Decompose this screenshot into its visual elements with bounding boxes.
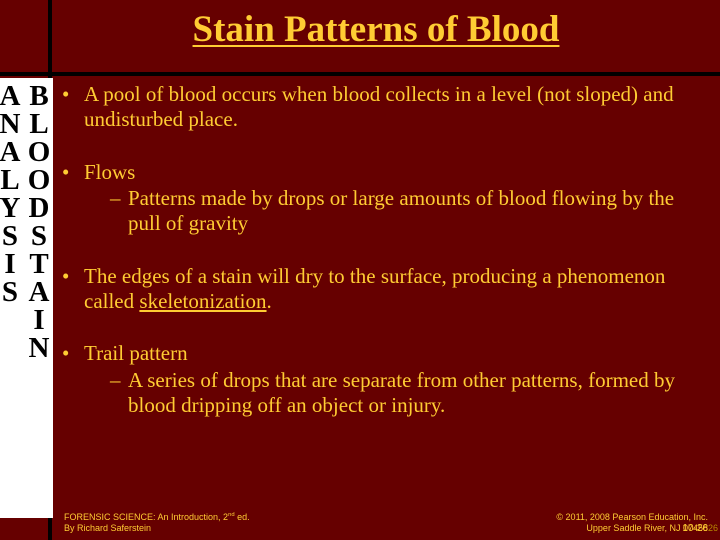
page-number: 10-2626 [682, 523, 718, 534]
bullet-item: •The edges of a stain will dry to the su… [62, 264, 692, 314]
bullet-marker: • [62, 264, 84, 314]
bullet-text: Flows [84, 160, 692, 185]
bullet-body: Trail pattern–A series of drops that are… [84, 341, 692, 417]
sub-bullet: –A series of drops that are separate fro… [110, 368, 692, 418]
title-area: Stain Patterns of Blood [52, 8, 700, 72]
footer-left-line2: By Richard Saferstein [64, 523, 250, 534]
bullet-body: Flows–Patterns made by drops or large am… [84, 160, 692, 236]
sub-bullet-text: Patterns made by drops or large amounts … [128, 186, 692, 236]
footer-right-line1: © 2011, 2008 Pearson Education, Inc. [556, 512, 708, 523]
bullet-text: The edges of a stain will dry to the sur… [84, 264, 692, 314]
footer-left-line1: FORENSIC SCIENCE: An Introduction, 2nd e… [64, 512, 250, 523]
bullet-text: Trail pattern [84, 341, 692, 366]
content-area: •A pool of blood occurs when blood colle… [62, 82, 692, 490]
bullet-item: •Trail pattern–A series of drops that ar… [62, 341, 692, 417]
bullet-body: The edges of a stain will dry to the sur… [84, 264, 692, 314]
bullet-text: A pool of blood occurs when blood collec… [84, 82, 692, 132]
slide-title: Stain Patterns of Blood [52, 8, 700, 51]
footer: FORENSIC SCIENCE: An Introduction, 2nd e… [64, 512, 708, 535]
sub-bullet-marker: – [110, 368, 128, 418]
vertical-label-text: BLOODSTAIN ANALYSIS [0, 78, 53, 518]
page-sub: 26 [708, 523, 718, 533]
footer-left: FORENSIC SCIENCE: An Introduction, 2nd e… [64, 512, 250, 535]
sub-bullet: –Patterns made by drops or large amounts… [110, 186, 692, 236]
bullet-body: A pool of blood occurs when blood collec… [84, 82, 692, 132]
bullet-marker: • [62, 160, 84, 236]
vertical-sidebar-label: BLOODSTAIN ANALYSIS [2, 78, 46, 518]
bullet-item: •A pool of blood occurs when blood colle… [62, 82, 692, 132]
bullet-marker: • [62, 82, 84, 132]
bullet-item: •Flows–Patterns made by drops or large a… [62, 160, 692, 236]
sub-bullet-marker: – [110, 186, 128, 236]
horizontal-divider [0, 72, 720, 76]
sub-bullet-text: A series of drops that are separate from… [128, 368, 692, 418]
bullet-marker: • [62, 341, 84, 417]
page-main: 10-26 [682, 523, 708, 534]
